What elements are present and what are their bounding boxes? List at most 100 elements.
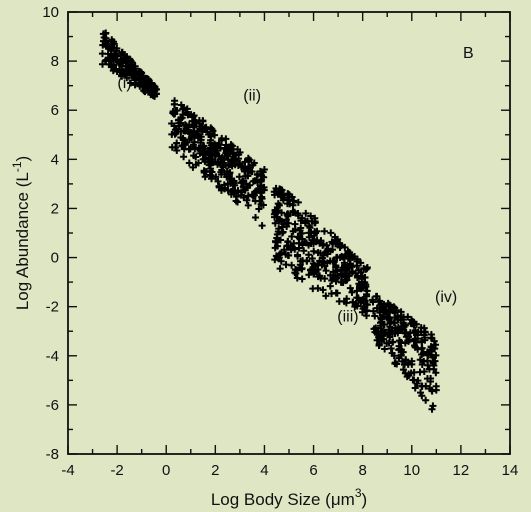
data-point [353, 294, 361, 302]
data-point [248, 168, 256, 176]
data-point [405, 370, 413, 378]
data-point [328, 277, 336, 285]
data-point [377, 324, 385, 332]
data-point [424, 361, 432, 369]
group-annotation: (i) [117, 75, 131, 92]
data-point [362, 265, 370, 273]
data-point [359, 296, 367, 304]
axis-ticks [67, 11, 511, 455]
data-point [258, 193, 266, 201]
data-point [349, 298, 357, 306]
data-point [375, 298, 383, 306]
data-point [193, 130, 201, 138]
x-tick-label: -4 [61, 462, 74, 479]
data-point [185, 159, 193, 167]
data-point [217, 168, 225, 176]
data-point [322, 292, 330, 300]
data-point [298, 214, 306, 222]
data-point [272, 238, 280, 246]
data-point [171, 97, 179, 105]
data-point [240, 194, 248, 202]
data-point [344, 254, 352, 262]
data-point [288, 193, 296, 201]
data-point [321, 262, 329, 270]
data-point [418, 338, 426, 346]
data-point [362, 312, 370, 320]
data-point [99, 41, 107, 49]
data-point [275, 215, 283, 223]
data-point [236, 148, 244, 156]
data-point [230, 189, 238, 197]
data-point [395, 354, 403, 362]
data-point [353, 273, 361, 281]
data-point [187, 111, 195, 119]
data-point [221, 170, 229, 178]
data-point [270, 188, 278, 196]
data-point [324, 245, 332, 253]
data-point [222, 141, 230, 149]
data-point [168, 143, 176, 151]
data-point [319, 286, 327, 294]
data-point [386, 333, 394, 341]
data-point [108, 36, 116, 44]
data-point [208, 125, 216, 133]
data-point [362, 283, 370, 291]
data-point [177, 101, 185, 109]
annotations: (i) (ii) (iii) (iv) [117, 75, 457, 325]
y-tick-label: 6 [51, 102, 59, 119]
data-point [391, 326, 399, 334]
data-point [376, 332, 384, 340]
data-point [411, 384, 419, 392]
data-point [371, 312, 379, 320]
data-point [214, 160, 222, 168]
data-point [224, 186, 232, 194]
data-point [107, 45, 115, 53]
data-point [256, 185, 264, 193]
data-point [418, 345, 426, 353]
data-point [397, 323, 405, 331]
data-point [310, 269, 318, 277]
data-point [385, 330, 393, 338]
data-point [381, 345, 389, 353]
data-point [305, 271, 313, 279]
data-point [250, 159, 258, 167]
data-point [183, 105, 191, 113]
data-point [244, 183, 252, 191]
data-point [305, 233, 313, 241]
data-point [138, 69, 146, 77]
data-point [240, 186, 248, 194]
data-point [348, 288, 356, 296]
data-point [226, 179, 234, 187]
group-annotation: (iv) [435, 289, 457, 306]
data-point [357, 259, 365, 267]
data-point [260, 173, 268, 181]
data-point [429, 359, 437, 367]
data-point [201, 157, 209, 165]
data-point [303, 239, 311, 247]
data-point [387, 345, 395, 353]
data-point [180, 153, 188, 161]
x-tick-label: 14 [502, 462, 519, 479]
data-point [402, 328, 410, 336]
y-axis-title-main: Log Abundance (L [13, 172, 32, 310]
x-tick-label: 8 [358, 462, 366, 479]
data-point [411, 343, 419, 351]
data-point [225, 169, 233, 177]
data-point [175, 116, 183, 124]
data-point [179, 110, 187, 118]
y-tick-label: 0 [51, 250, 59, 267]
data-point [320, 227, 328, 235]
y-axis-title-sup: -1 [10, 161, 24, 172]
x-axis-title: Log Body Size (μm3) [211, 486, 367, 509]
data-point [418, 382, 426, 390]
data-point [353, 287, 361, 295]
data-point [355, 280, 363, 288]
data-point [417, 389, 425, 397]
data-point [428, 334, 436, 342]
data-point [99, 60, 107, 68]
x-tick-label: 10 [403, 462, 420, 479]
data-point [280, 246, 288, 254]
data-point [276, 265, 284, 273]
y-tick-label: 8 [51, 53, 59, 70]
